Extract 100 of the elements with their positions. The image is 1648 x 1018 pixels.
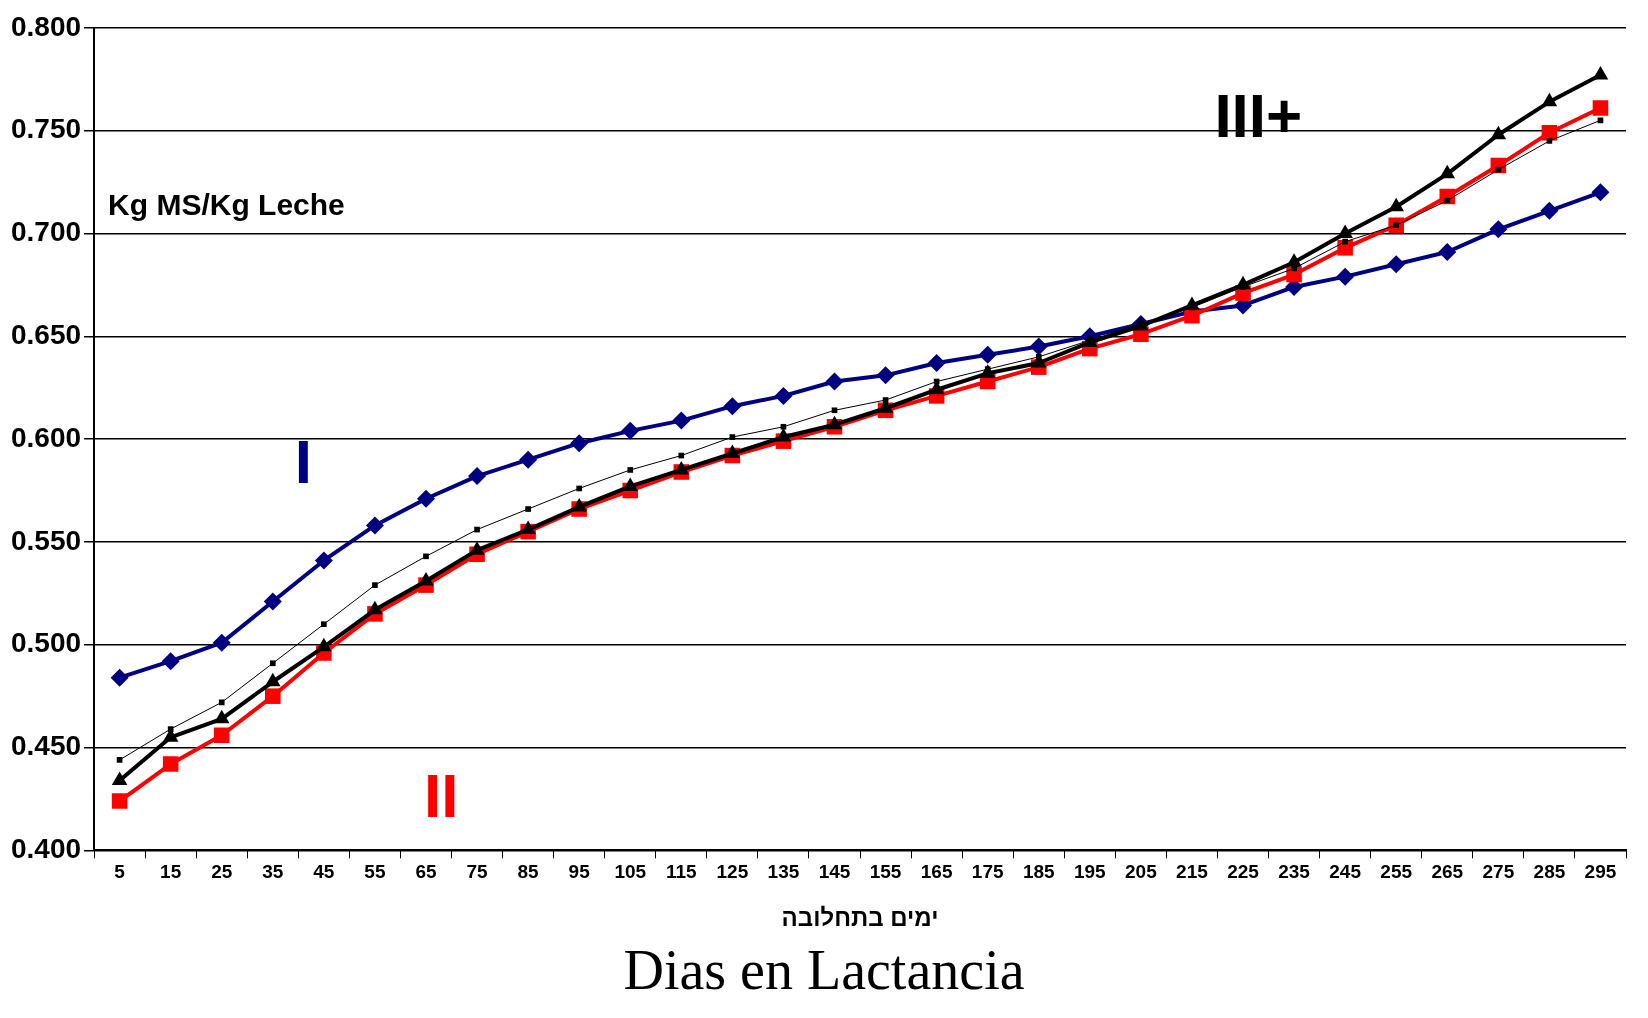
point xyxy=(1336,267,1355,286)
x-tick-label: 15 xyxy=(160,861,182,883)
point xyxy=(570,434,589,453)
x-tick-label: 175 xyxy=(971,861,1004,883)
point xyxy=(1591,183,1610,202)
x-tick-label: 35 xyxy=(262,861,284,883)
point xyxy=(519,450,538,469)
x-tick-label: 185 xyxy=(1022,861,1056,883)
point xyxy=(474,526,480,533)
point xyxy=(627,467,634,473)
y-tick-label: 0.600 xyxy=(10,421,82,453)
y-tick-label: 0.650 xyxy=(10,318,82,350)
point xyxy=(162,756,179,772)
point xyxy=(1495,166,1502,173)
x-tick-label: 95 xyxy=(568,861,591,883)
point xyxy=(1592,66,1609,80)
x-tick-label: 285 xyxy=(1533,861,1566,883)
point xyxy=(927,354,946,373)
point xyxy=(212,633,231,652)
x-tick-label: 265 xyxy=(1431,861,1464,883)
x-tick-label: 215 xyxy=(1176,861,1209,883)
point xyxy=(621,421,640,440)
point xyxy=(978,345,997,364)
point xyxy=(161,652,180,671)
x-tick-label: 155 xyxy=(869,861,902,883)
point xyxy=(1387,255,1406,274)
y-axis-title: Kg MS/Kg Leche xyxy=(108,187,345,221)
x-tick-label: 135 xyxy=(767,861,800,883)
x-tick-label: 145 xyxy=(818,861,851,883)
point xyxy=(723,397,742,416)
point xyxy=(1291,265,1297,272)
x-tick-label: 245 xyxy=(1329,861,1362,883)
x-tick-label: 75 xyxy=(466,861,489,883)
y-tick-label: 0.800 xyxy=(10,10,82,42)
point xyxy=(1546,138,1553,144)
y-tick-label: 0.450 xyxy=(10,730,82,762)
x-tick-label: 205 xyxy=(1125,861,1158,883)
point xyxy=(672,411,691,430)
x-tick-label: 295 xyxy=(1584,861,1617,883)
point xyxy=(678,452,685,459)
y-tick-label: 0.400 xyxy=(10,833,82,865)
x-tick-label: 275 xyxy=(1482,861,1515,883)
x-tick-label: 255 xyxy=(1380,861,1413,883)
point xyxy=(1444,197,1451,204)
x-tick-label: 105 xyxy=(614,861,647,883)
x-tick-label: 115 xyxy=(665,861,698,883)
point xyxy=(520,520,536,535)
y-tick-label: 0.750 xyxy=(10,113,82,145)
point xyxy=(825,372,844,391)
x-tick-label: 125 xyxy=(716,861,749,883)
point xyxy=(265,688,281,704)
point xyxy=(775,428,792,442)
point xyxy=(416,489,435,508)
x-tick-label: 195 xyxy=(1073,861,1107,883)
point xyxy=(1438,242,1457,261)
point xyxy=(1029,337,1048,356)
point xyxy=(1540,201,1559,220)
point xyxy=(1035,354,1042,360)
x-tick-label: 165 xyxy=(920,861,953,883)
point xyxy=(423,553,429,560)
x-tick-label: 225 xyxy=(1227,861,1260,883)
point xyxy=(110,668,129,687)
point xyxy=(263,592,282,611)
point xyxy=(111,793,128,809)
x-tick-label: 85 xyxy=(517,861,540,883)
y-tick-label: 0.550 xyxy=(10,524,82,556)
point xyxy=(774,386,793,405)
point xyxy=(780,423,787,430)
point xyxy=(269,660,276,667)
point xyxy=(218,699,225,706)
text: II xyxy=(424,761,459,831)
point xyxy=(831,407,838,414)
point xyxy=(876,366,895,385)
point xyxy=(365,516,384,535)
x-axis-title: ימים בתחלובה xyxy=(781,904,939,932)
point xyxy=(1592,100,1609,116)
point xyxy=(1342,238,1348,245)
y-tick-label: 0.500 xyxy=(10,627,82,659)
x-tick-label: 65 xyxy=(415,861,437,883)
point xyxy=(372,582,378,588)
x-tick-label: 235 xyxy=(1278,861,1311,883)
point xyxy=(321,621,327,628)
point xyxy=(468,467,487,486)
point xyxy=(882,397,889,403)
point xyxy=(1489,220,1508,239)
point xyxy=(314,551,333,570)
point xyxy=(418,572,434,586)
point xyxy=(116,757,123,763)
point xyxy=(167,726,174,732)
point xyxy=(525,506,531,512)
series-label: I xyxy=(294,426,313,496)
x-tick-label: 55 xyxy=(364,861,386,883)
x-tick-label: 5 xyxy=(114,861,126,883)
point xyxy=(576,485,583,492)
text: Dias en Lactancia xyxy=(622,938,1026,1002)
y-tick-label: 0.700 xyxy=(10,216,82,248)
x-tick-label: 45 xyxy=(313,861,335,883)
point xyxy=(213,727,230,744)
x-tick-label: 25 xyxy=(211,861,233,883)
point xyxy=(729,434,736,440)
